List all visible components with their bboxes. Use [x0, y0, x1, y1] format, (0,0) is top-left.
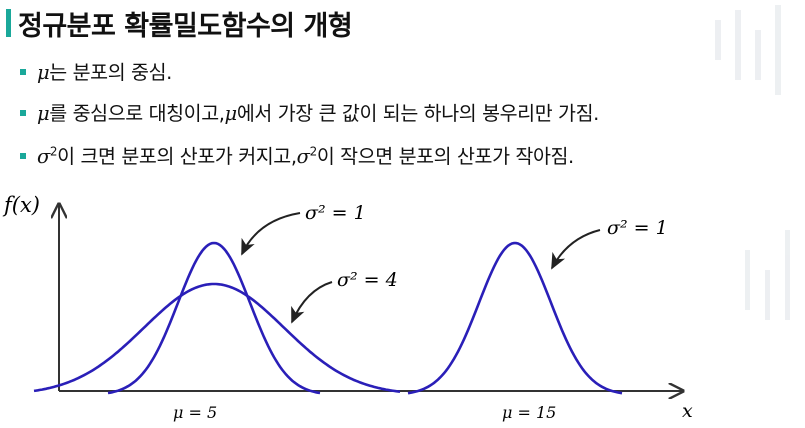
label-var4-left: σ² = 4: [337, 269, 398, 291]
bullet-text: 에서 가장 큰 값이 되는 하나의 봉우리만 가짐.: [236, 102, 600, 125]
mu-symbol: μ: [37, 61, 50, 84]
arrow-to-var1-left: [241, 212, 301, 256]
bullet-2: μ를 중심으로 대칭이고,μ에서 가장 큰 값이 되는 하나의 봉우리만 가짐.: [20, 97, 599, 126]
title-accent-bar: [6, 9, 11, 37]
bullet-text: 이 크면 분포의 산포가 커지고,: [57, 145, 297, 168]
label-var1-right: σ² = 1: [607, 217, 668, 239]
curve-mu15-var1: [407, 241, 623, 395]
x-axis-label: x: [682, 400, 693, 422]
label-mu5: μ = 5: [173, 403, 217, 422]
mu-symbol: μ: [37, 102, 50, 125]
sigma-symbol: σ: [296, 145, 310, 168]
bullet-icon: [20, 68, 26, 75]
bullet-3: σ2이 크면 분포의 산포가 커지고,σ2이 작으면 분포의 산포가 작아짐.: [20, 140, 574, 169]
curve-mu5-var1: [107, 241, 321, 395]
label-var1-left: σ² = 1: [305, 202, 366, 224]
arrow-to-var4-left: [291, 281, 333, 324]
label-mu15: μ = 15: [502, 403, 556, 422]
superscript: 2: [309, 144, 318, 159]
bullet-text: 를 중심으로 대칭이고,: [49, 102, 225, 125]
bullet-icon: [20, 109, 26, 116]
mu-symbol: μ: [224, 102, 238, 125]
superscript: 2: [49, 144, 58, 159]
background-decoration: [715, 5, 790, 320]
bullet-1: μ는 분포의 중심.: [20, 56, 172, 85]
curve-mu5-var4: [33, 282, 401, 393]
bullet-icon: [20, 152, 26, 159]
bullet-text: 이 작으면 분포의 산포가 작아짐.: [316, 145, 574, 168]
bullet-text: 는 분포의 중심.: [49, 61, 172, 84]
sigma-symbol: σ: [37, 145, 50, 168]
arrow-to-var1-right: [551, 229, 601, 270]
page-title: 정규분포 확률밀도함수의 개형: [18, 11, 353, 42]
y-axis-label: f(x): [2, 193, 40, 217]
